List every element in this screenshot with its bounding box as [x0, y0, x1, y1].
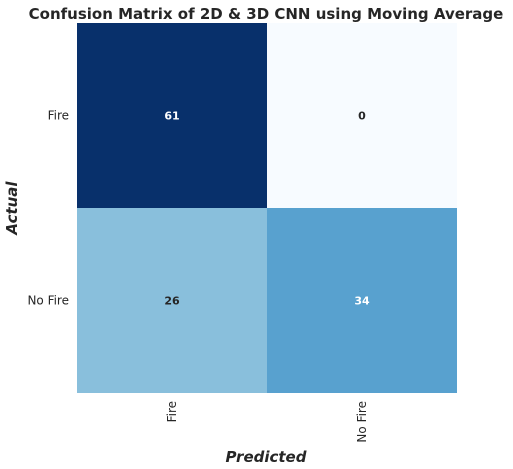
heatmap-cell-1-0: [77, 208, 267, 393]
heatmap-cell-1-1: [267, 208, 457, 393]
chart-title: Confusion Matrix of 2D & 3D CNN using Mo…: [29, 5, 504, 23]
y-axis-label: Actual: [3, 181, 21, 236]
y-tick-label-0: Fire: [48, 109, 69, 123]
x-tick-label-0: Fire: [165, 401, 179, 422]
cell-value-label-1-1: 34: [354, 295, 370, 308]
x-axis-label: Predicted: [226, 448, 307, 466]
cell-value-label-0-0: 61: [164, 110, 179, 123]
heatmap-cell-0-1: [267, 23, 457, 208]
cell-value-label-0-1: 0: [358, 110, 366, 123]
cell-value-label-1-0: 26: [164, 295, 180, 308]
heatmap-cell-0-0: [77, 23, 267, 208]
y-tick-label-1: No Fire: [27, 294, 69, 308]
plot-area: 61 0 26 34 Fire No Fire Fire No Fire: [27, 23, 457, 443]
x-tick-label-1: No Fire: [355, 401, 369, 443]
